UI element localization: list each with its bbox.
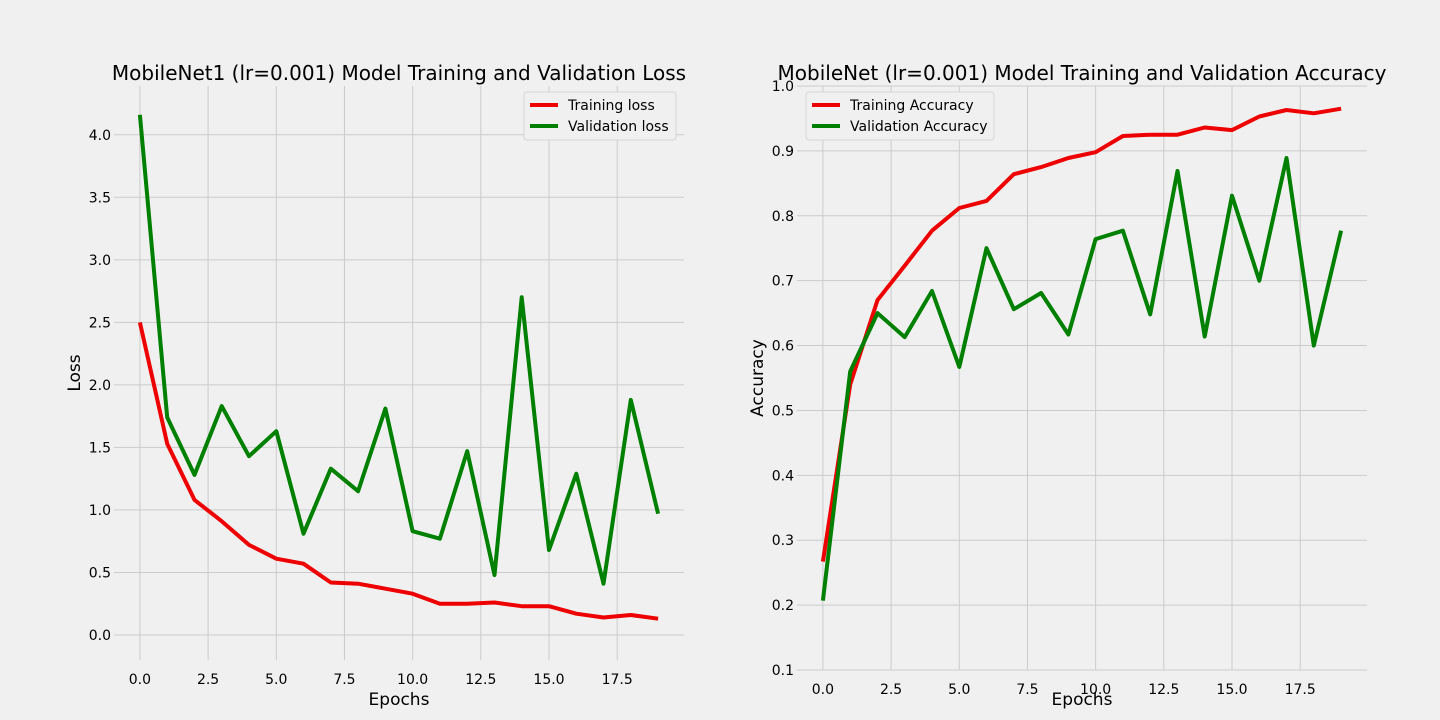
legend: Training loss Validation loss [523,91,677,141]
x-axis-title: Epochs [369,690,430,710]
y-tick-label: 0.2 [772,598,794,614]
y-tick-label: 1.0 [89,503,111,519]
loss-chart: 0.0 2.5 5.0 7.5 10.0 12.5 15.0 17.5 0.0 0.5 1.0 1.5… [65,61,686,710]
y-tick-label: 2.5 [89,315,111,331]
y-tick-label: 0.3 [772,533,794,549]
y-tick-label: 1.0 [772,79,794,95]
accuracy-chart: 0.0 2.5 5.0 7.5 10.0 12.5 15.0 17.5 0.1 0.2 0.3 0.4… [748,61,1387,710]
y-tick-label: 4.0 [89,128,111,144]
x-tick-label: 10.0 [1080,682,1111,698]
y-tick-label: 0.7 [772,274,794,290]
y-tick-label: 3.0 [89,253,111,269]
x-tick-label: 2.5 [880,682,902,698]
x-tick-label: 17.5 [1285,682,1316,698]
legend-label: Validation loss [568,119,669,135]
y-tick-label: 2.0 [89,378,111,394]
x-tick-label: 2.5 [197,672,219,688]
x-tick-label: 12.5 [1148,682,1179,698]
y-tick-label: 0.5 [772,403,794,419]
legend: Training Accuracy Validation Accuracy [805,91,995,141]
y-tick-label: 0.0 [89,628,111,644]
chart-title: MobileNet (lr=0.001) Model Training and … [778,61,1387,85]
x-tick-label: 5.0 [948,682,970,698]
series-line-validation-accuracy [820,156,1344,601]
y-tick-label: 0.1 [772,663,794,679]
y-tick-label: 0.8 [772,209,794,225]
legend-box [523,91,677,141]
legend-label: Validation Accuracy [850,119,988,135]
y-tick-label: 0.6 [772,339,794,355]
y-tick-label: 0.9 [772,144,794,160]
x-tick-label: 15.0 [1216,682,1247,698]
y-tick-label: 1.5 [89,440,111,456]
series-line-training-accuracy [820,106,1342,562]
legend-label: Training Accuracy [849,98,974,114]
x-tick-label: 15.0 [533,672,564,688]
series-line-training-loss [137,321,659,621]
chart-title: MobileNet1 (lr=0.001) Model Training and… [112,61,686,85]
x-tick-label: 7.5 [1016,682,1038,698]
x-axis-title: Epochs [1052,690,1113,710]
legend-label: Training loss [567,98,655,114]
x-tick-label: 12.5 [465,672,496,688]
x-tick-label: 7.5 [333,672,355,688]
y-tick-label: 3.5 [89,190,111,206]
y-tick-label: 0.5 [89,565,111,581]
legend-box [805,91,995,141]
x-tick-label: 0.0 [812,682,834,698]
x-tick-label: 5.0 [265,672,287,688]
y-axis-title: Loss [65,354,85,391]
y-axis-title: Accuracy [748,339,768,417]
x-tick-label: 10.0 [397,672,428,688]
x-tick-label: 17.5 [602,672,633,688]
x-tick-label: 0.0 [129,672,151,688]
series-line-validation-loss [137,114,661,586]
y-tick-label: 0.4 [772,468,794,484]
